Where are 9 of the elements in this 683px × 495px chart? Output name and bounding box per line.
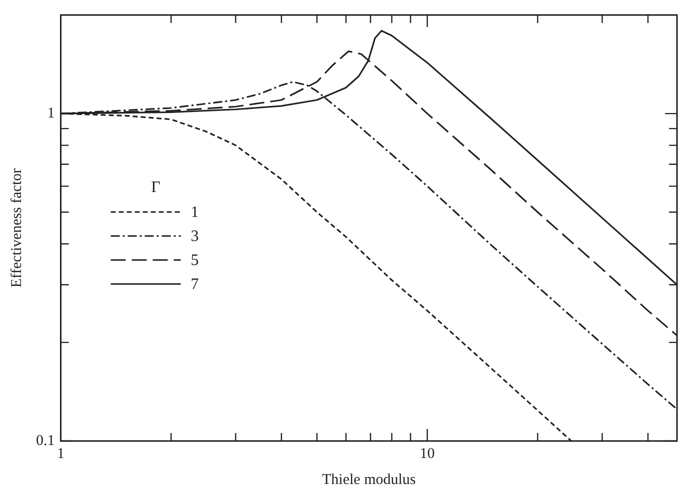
legend-label: 1 [190,204,199,222]
x-tick-label: 10 [420,446,435,462]
legend-label: 7 [190,276,199,294]
y-axis-title: Effectiveness factor [8,168,25,288]
x-axis-title: Thiele modulus [322,472,416,488]
legend-label: 3 [190,228,199,246]
y-tick-label: 0.1 [36,432,55,449]
legend-label: 5 [190,252,199,270]
legend-title: Γ [151,179,160,196]
